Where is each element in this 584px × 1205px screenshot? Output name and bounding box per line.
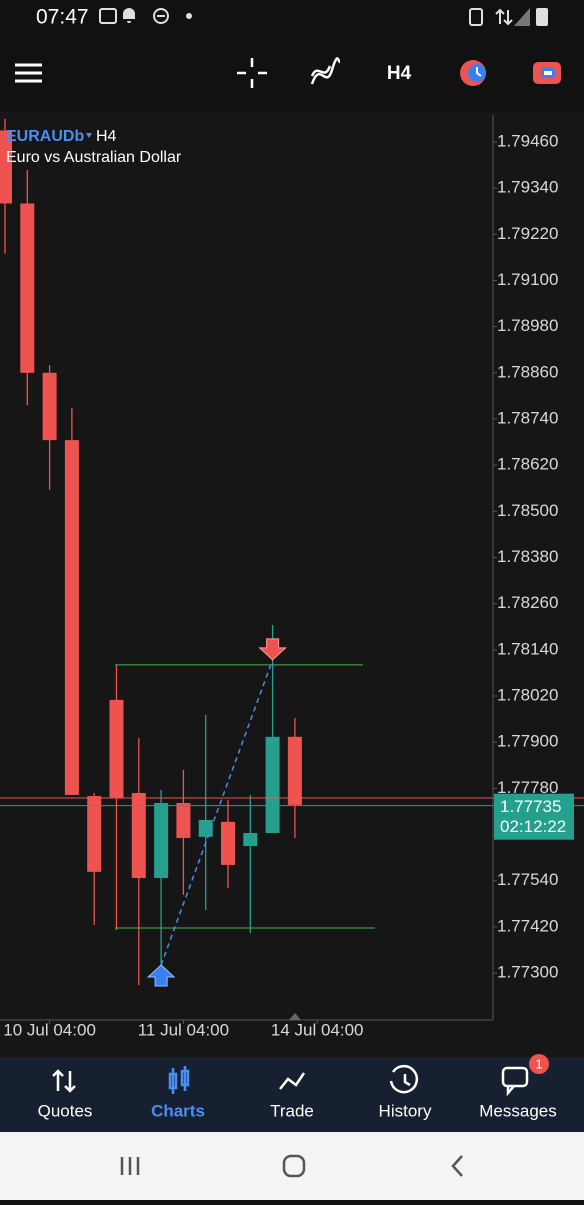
- y-tick-label: 1.77900: [497, 732, 558, 751]
- indicators-button[interactable]: [310, 57, 341, 85]
- plot: [0, 118, 584, 1024]
- recents-button[interactable]: [120, 1157, 140, 1175]
- nav-tab[interactable]: Charts: [151, 1101, 205, 1120]
- y-tick-label: 1.78500: [497, 501, 558, 520]
- body: [64, 440, 79, 795]
- body: [20, 203, 35, 373]
- symbol[interactable]: EURAUDb: [6, 128, 84, 145]
- badge-count: 1: [535, 1056, 542, 1071]
- trade-line: [160, 659, 274, 966]
- chart-area: [0, 112, 584, 1057]
- x-tick-label: 10 Jul 04:00: [3, 1020, 96, 1039]
- body: [131, 792, 146, 879]
- y-tick-label: 1.78020: [497, 686, 558, 705]
- buy-arrow: [146, 964, 176, 987]
- y-tick-label: 1.78140: [497, 639, 558, 658]
- countdown: 02:12:22: [500, 817, 566, 836]
- menu-button[interactable]: [15, 63, 42, 83]
- status-icons: [99, 8, 548, 26]
- body: [176, 802, 191, 838]
- history-icon: [389, 1064, 419, 1094]
- objects-button[interactable]: [460, 60, 486, 86]
- nav-tab[interactable]: Messages: [479, 1101, 556, 1120]
- body: [42, 372, 57, 441]
- y-tick-label: 1.79340: [497, 178, 558, 197]
- y-tick-label: 1.78260: [497, 593, 558, 612]
- price-box: [494, 793, 574, 840]
- sell-arrow: [258, 638, 287, 661]
- trade-button[interactable]: [533, 62, 561, 84]
- scroll-marker: [289, 1013, 301, 1020]
- x-tick-label: 14 Jul 04:00: [271, 1020, 364, 1039]
- bid-label: 1.77735: [500, 797, 561, 816]
- top-bar: [0, 0, 584, 112]
- y-tick-label: 1.79100: [497, 270, 558, 289]
- back-button[interactable]: [451, 1155, 463, 1177]
- messages-icon: [501, 1066, 529, 1097]
- body: [265, 736, 280, 833]
- body: [221, 821, 235, 865]
- timeframe-button[interactable]: H4: [387, 63, 412, 84]
- system-nav: [0, 1132, 584, 1200]
- nav-tab[interactable]: Quotes: [38, 1101, 93, 1120]
- y-tick-label: 1.77780: [497, 778, 558, 797]
- symbol-dropdown[interactable]: [86, 133, 92, 138]
- y-tick-label: 1.78860: [497, 362, 558, 381]
- bottom-nav: [0, 1057, 584, 1132]
- nav-tab[interactable]: Trade: [270, 1101, 314, 1120]
- clock: 07:47: [36, 6, 89, 29]
- y-tick-label: 1.78380: [497, 547, 558, 566]
- y-tick-label: 1.78980: [497, 316, 558, 335]
- y-tick-label: 1.77300: [497, 963, 558, 982]
- body: [154, 802, 169, 879]
- body: [287, 736, 302, 805]
- y-tick-label: 1.77420: [497, 916, 558, 935]
- chart-timeframe: H4: [96, 128, 117, 145]
- y-tick-label: 1.79460: [497, 131, 558, 150]
- crosshair-button[interactable]: [237, 58, 267, 88]
- y-tick-label: 1.77540: [497, 870, 558, 889]
- x-tick-label: 11 Jul 04:00: [138, 1020, 229, 1039]
- body: [243, 832, 258, 847]
- body: [109, 699, 124, 798]
- symbol-description: Euro vs Australian Dollar: [6, 149, 182, 166]
- body: [0, 130, 12, 204]
- nav-tab[interactable]: History: [379, 1101, 432, 1120]
- home-button[interactable]: [282, 1154, 306, 1178]
- trade-icon: [279, 1072, 306, 1090]
- quotes-icon: [52, 1069, 76, 1093]
- y-tick-label: 1.78740: [497, 408, 558, 427]
- badge: [529, 1054, 549, 1074]
- y-tick-label: 1.78620: [497, 455, 558, 474]
- charts-icon: [168, 1066, 190, 1094]
- body: [87, 796, 102, 872]
- y-tick-label: 1.79220: [497, 224, 558, 243]
- body: [198, 819, 213, 837]
